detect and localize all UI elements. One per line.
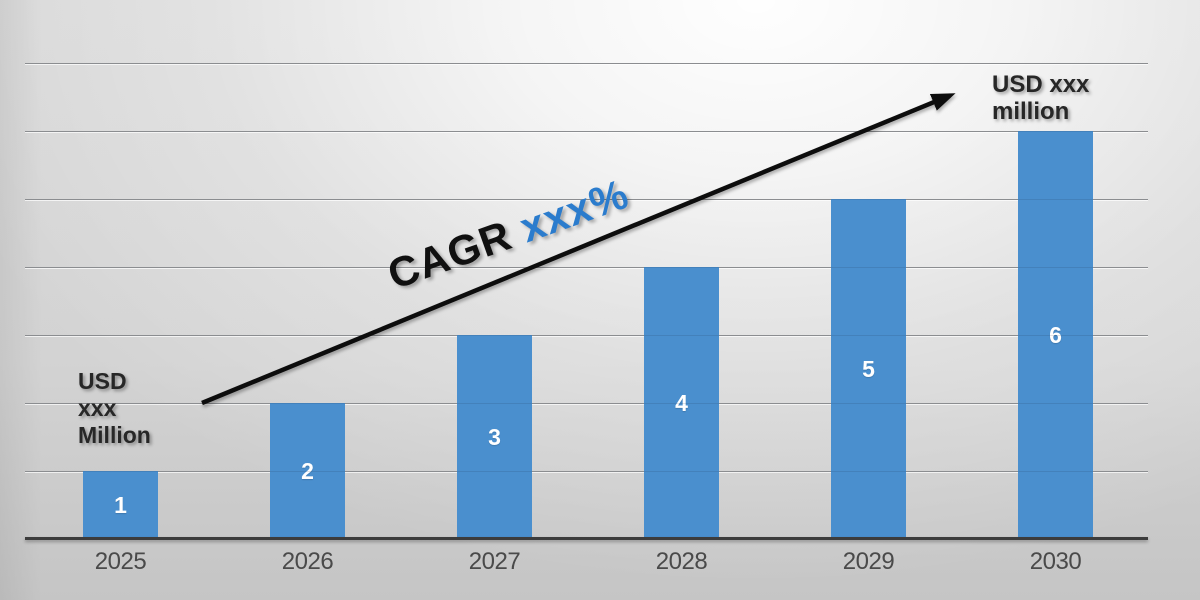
bar: 1 <box>83 471 158 539</box>
bar-value-label: 1 <box>114 491 127 518</box>
gridline <box>25 199 1148 200</box>
x-tick-label: 2026 <box>281 548 334 575</box>
gridline-overlay <box>25 131 1148 132</box>
gridline <box>25 471 1148 472</box>
x-tick-label: 2027 <box>468 548 521 575</box>
gridline-overlay <box>25 335 1148 336</box>
gridline-overlay <box>25 199 1148 200</box>
gridline <box>25 267 1148 268</box>
bar-value-label: 5 <box>862 355 875 382</box>
bar: 4 <box>644 267 719 539</box>
gridline <box>25 403 1148 404</box>
start-value-annotation: USD xxx Million <box>78 368 151 448</box>
gridline-overlay <box>25 63 1148 64</box>
bar-value-label: 2 <box>301 457 314 484</box>
gridline-overlay <box>25 267 1148 268</box>
end-value-annotation: USD xxx million <box>992 71 1090 125</box>
gridline <box>25 131 1148 132</box>
gridline-overlay <box>25 403 1148 404</box>
bar: 5 <box>831 199 906 539</box>
bar-value-label: 4 <box>675 389 688 416</box>
bar-value-label: 3 <box>488 423 501 450</box>
x-tick-label: 2028 <box>655 548 708 575</box>
bar: 3 <box>457 335 532 539</box>
x-tick-label: 2030 <box>1029 548 1082 575</box>
bar-value-label: 6 <box>1049 321 1062 348</box>
gridline <box>25 335 1148 336</box>
bar: 6 <box>1018 131 1093 539</box>
bar: 2 <box>270 403 345 539</box>
gridline <box>25 63 1148 64</box>
x-axis-line <box>25 537 1148 540</box>
x-tick-label: 2025 <box>94 548 147 575</box>
gridline-overlay <box>25 471 1148 472</box>
x-tick-label: 2029 <box>842 548 895 575</box>
